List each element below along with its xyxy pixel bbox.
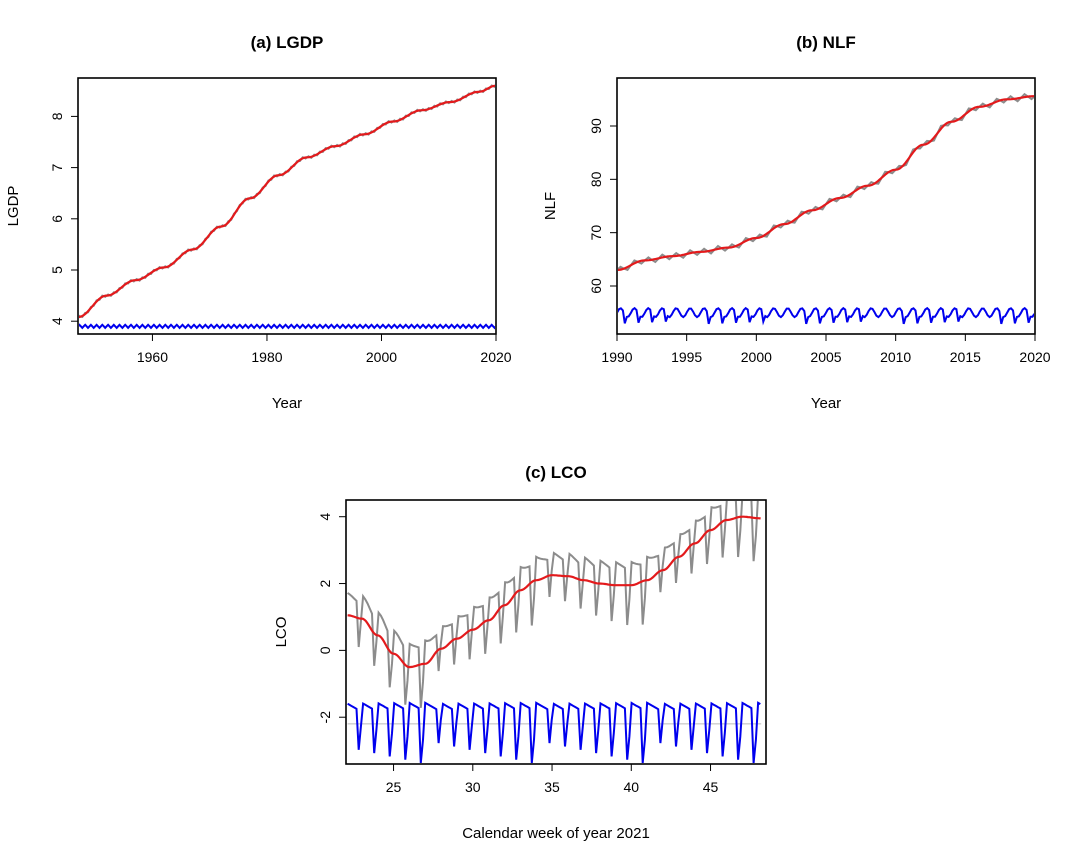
x-axis-label: Calendar week of year 2021 [462, 825, 650, 842]
x-tick-label: 1990 [601, 349, 632, 365]
y-tick-label: 60 [588, 278, 604, 294]
y-axis-label: LGDP [5, 186, 22, 227]
plot-frame [77, 77, 497, 335]
x-tick-label: 2000 [741, 349, 772, 365]
panel-2: (b) NLF 1990 1995 2000 2005 2010 2015 2020 60 70 8… [542, 33, 1051, 412]
seasonal-series-line [79, 323, 495, 330]
plot-area [79, 84, 495, 330]
x-tick-label: 2015 [950, 349, 981, 365]
x-tick-label: 45 [703, 779, 719, 795]
x-axis-label: Year [811, 395, 841, 412]
panel-1: (a) LGDP 1960 1980 2000 2020 4 5 6 7 8 Year LGDP [5, 33, 512, 412]
plot-area [347, 501, 762, 763]
trend-series-line [618, 95, 1034, 272]
observed-series-line [347, 501, 759, 708]
y-axis-label: LCO [273, 617, 290, 648]
y-tick-label: 0 [317, 646, 333, 654]
y-tick-label: 70 [588, 225, 604, 241]
x-tick-label: 2020 [1019, 349, 1050, 365]
x-axis-label: Year [272, 395, 302, 412]
x-tick-label: 2005 [810, 349, 841, 365]
y-tick-label: 7 [49, 163, 65, 171]
y-tick-label: 6 [49, 215, 65, 223]
x-tick-label: 2020 [480, 349, 511, 365]
plot-frame [616, 77, 1036, 335]
y-tick-label: 80 [588, 171, 604, 187]
plot-area [618, 92, 1034, 326]
observed-series-line [618, 92, 1034, 272]
x-tick-label: 40 [623, 779, 639, 795]
y-tick-label: 4 [317, 513, 333, 521]
x-tick-label: 1995 [671, 349, 702, 365]
y-axis-label: NLF [542, 192, 559, 220]
panel-3: (c) LCO 25 30 35 40 45 -2 0 2 4 Calendar week of y… [273, 463, 767, 842]
y-tick-label: 8 [49, 112, 65, 120]
panel-title: (a) LGDP [251, 33, 324, 52]
y-tick-label: -2 [317, 711, 333, 724]
x-tick-label: 25 [386, 779, 402, 795]
x-tick-label: 2000 [366, 349, 397, 365]
x-tick-label: 35 [544, 779, 560, 795]
plot-frame [345, 499, 767, 765]
observed-series-line [79, 84, 495, 319]
seasonal-series-line [347, 701, 761, 763]
trend-series-line [347, 515, 761, 669]
y-tick-label: 5 [49, 266, 65, 274]
panel-title: (c) LCO [525, 463, 586, 482]
y-tick-label: 2 [317, 579, 333, 587]
x-tick-label: 2010 [880, 349, 911, 365]
seasonal-series-line [618, 306, 1034, 326]
y-tick-label: 4 [49, 317, 65, 325]
x-tick-label: 1960 [137, 349, 168, 365]
y-tick-label: 90 [588, 118, 604, 134]
x-tick-label: 1980 [251, 349, 282, 365]
panel-title: (b) NLF [796, 33, 855, 52]
trend-series-line [79, 84, 495, 319]
x-tick-label: 30 [465, 779, 481, 795]
